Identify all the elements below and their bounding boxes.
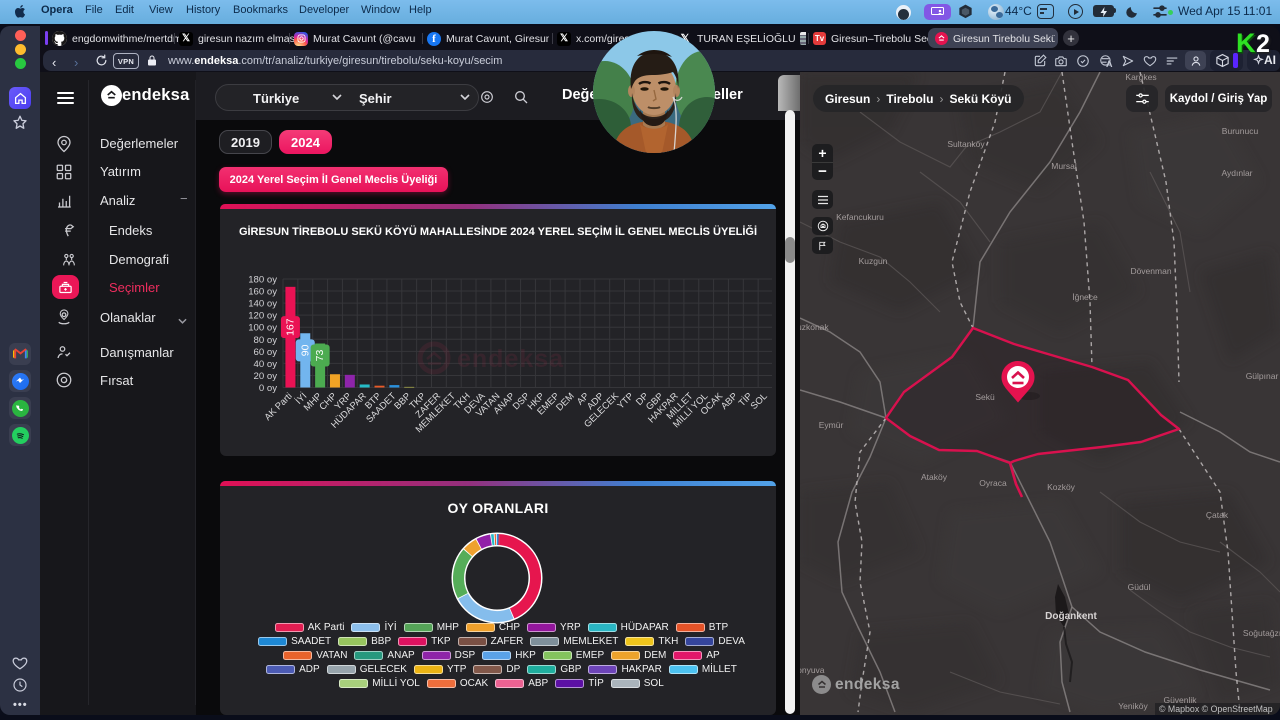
svg-text:180 oy: 180 oy (248, 275, 277, 286)
svg-text:Doğankent: Doğankent (1045, 611, 1097, 622)
svg-text:Sultanköy: Sultanköy (947, 139, 985, 149)
svg-text:Kuzkonak: Kuzkonak (800, 322, 829, 332)
svg-text:60 oy: 60 oy (254, 347, 278, 358)
svg-text:160 oy: 160 oy (248, 287, 277, 298)
svg-text:Mursal: Mursal (1051, 161, 1077, 171)
svg-text:AK Parti: AK Parti (262, 390, 294, 422)
svg-text:Sekü: Sekü (975, 392, 995, 402)
svg-text:140 oy: 140 oy (248, 299, 277, 310)
svg-text:Güvenlik: Güvenlik (1163, 695, 1197, 705)
svg-text:Kuzgun: Kuzgun (859, 256, 888, 266)
svg-text:73: 73 (314, 350, 326, 362)
svg-text:Oyraca: Oyraca (979, 478, 1007, 488)
svg-text:Konyuva: Konyuva (800, 665, 825, 675)
svg-text:Aydınlar: Aydınlar (1221, 168, 1252, 178)
svg-text:Ataköy: Ataköy (921, 472, 948, 482)
svg-text:120 oy: 120 oy (248, 311, 277, 322)
svg-text:SOL: SOL (748, 390, 769, 411)
svg-text:YTP: YTP (615, 390, 636, 411)
svg-text:İğnece: İğnece (1072, 292, 1098, 302)
svg-text:Karğkes: Karğkes (1125, 72, 1156, 82)
svg-text:90: 90 (299, 344, 311, 356)
svg-text:0 oy: 0 oy (259, 383, 277, 394)
svg-text:Soğutağzı: Soğutağzı (1243, 628, 1280, 638)
svg-text:Kefancukuru: Kefancukuru (836, 212, 884, 222)
svg-text:167: 167 (284, 318, 296, 336)
svg-text:Gülpınar: Gülpınar (1246, 371, 1279, 381)
svg-text:Burunucu: Burunucu (1222, 126, 1259, 136)
svg-text:endeksa: endeksa (457, 345, 564, 373)
svg-text:DEM: DEM (553, 390, 576, 413)
svg-text:100 oy: 100 oy (248, 323, 277, 334)
svg-text:40 oy: 40 oy (254, 359, 278, 370)
svg-text:Kozköy: Kozköy (1047, 482, 1076, 492)
svg-text:Güdül: Güdül (1128, 582, 1151, 592)
svg-text:Eymür: Eymür (819, 420, 844, 430)
svg-text:20 oy: 20 oy (254, 371, 278, 382)
svg-text:Çatak: Çatak (1206, 510, 1229, 520)
svg-text:Dövenman: Dövenman (1130, 266, 1171, 276)
svg-text:Yeniköy: Yeniköy (1118, 701, 1148, 711)
svg-text:80 oy: 80 oy (254, 335, 278, 346)
